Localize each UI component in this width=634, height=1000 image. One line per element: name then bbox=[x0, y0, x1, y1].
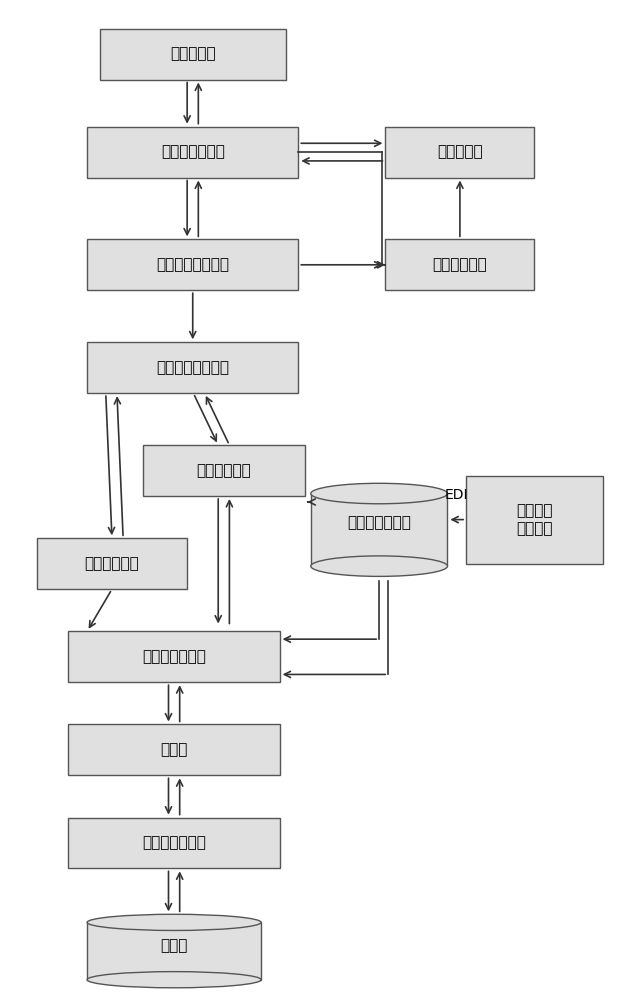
Text: 前方堆场模块: 前方堆场模块 bbox=[197, 463, 251, 478]
Text: 船舶积、配载图: 船舶积、配载图 bbox=[347, 515, 411, 530]
FancyBboxPatch shape bbox=[100, 29, 286, 80]
FancyBboxPatch shape bbox=[143, 445, 304, 496]
FancyBboxPatch shape bbox=[311, 494, 448, 566]
Text: 航运公司
信息系统: 航运公司 信息系统 bbox=[516, 503, 553, 536]
Text: 到码头卡子门集卡: 到码头卡子门集卡 bbox=[156, 257, 230, 272]
FancyBboxPatch shape bbox=[68, 631, 280, 682]
Text: 码头卡子门子系统: 码头卡子门子系统 bbox=[156, 360, 230, 375]
Text: 船模块: 船模块 bbox=[160, 742, 188, 757]
FancyBboxPatch shape bbox=[466, 476, 603, 564]
Text: 船边装卸船模块: 船边装卸船模块 bbox=[142, 649, 206, 664]
Ellipse shape bbox=[87, 972, 261, 988]
FancyBboxPatch shape bbox=[87, 127, 299, 178]
Ellipse shape bbox=[311, 556, 448, 576]
Text: 后方堆场模块: 后方堆场模块 bbox=[432, 257, 488, 272]
FancyBboxPatch shape bbox=[87, 922, 261, 980]
FancyBboxPatch shape bbox=[385, 127, 534, 178]
FancyBboxPatch shape bbox=[385, 239, 534, 290]
Text: 港区道路子系统: 港区道路子系统 bbox=[161, 145, 224, 160]
FancyBboxPatch shape bbox=[87, 342, 299, 393]
FancyBboxPatch shape bbox=[87, 239, 299, 290]
FancyBboxPatch shape bbox=[68, 818, 280, 868]
Text: 集装箱中心: 集装箱中心 bbox=[437, 145, 482, 160]
Text: 港口航道子系统: 港口航道子系统 bbox=[142, 836, 206, 850]
Ellipse shape bbox=[311, 483, 448, 504]
FancyBboxPatch shape bbox=[37, 538, 186, 589]
FancyBboxPatch shape bbox=[68, 724, 280, 775]
Text: 船期表: 船期表 bbox=[160, 938, 188, 953]
Text: 码头道路模块: 码头道路模块 bbox=[84, 556, 139, 571]
Ellipse shape bbox=[87, 914, 261, 930]
Text: 港区外货物: 港区外货物 bbox=[170, 47, 216, 62]
Text: EDI: EDI bbox=[445, 488, 469, 502]
